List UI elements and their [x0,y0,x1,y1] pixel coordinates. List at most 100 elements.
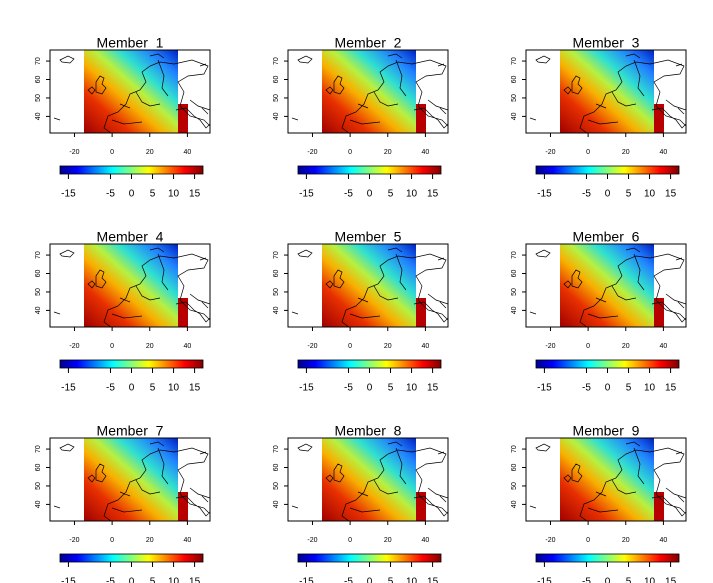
panel-title: Member_2 [335,35,402,51]
colorbar [59,165,204,175]
y-tick-label: 50 [35,94,42,102]
colorbar-label: 10 [406,189,418,200]
colorbar-label: 0 [605,189,611,200]
x-tick-label: 20 [622,537,630,544]
colorbar-label: 0 [605,383,611,394]
y-tick-label: 50 [273,482,280,490]
x-tick-label: -20 [307,149,317,156]
coastline-minor [625,441,685,503]
colorbar-label: 0 [605,577,611,583]
y-tick-label: 50 [273,288,280,296]
coastline-minor [387,247,447,309]
coastline [291,249,448,327]
colorbar-label: -5 [582,189,591,200]
field-raster [322,244,416,327]
coastline [291,55,448,133]
field-raster [560,50,654,133]
colorbar-label: 10 [406,383,418,394]
map-area [291,50,448,133]
y-tick-label: 40 [273,500,280,508]
colorbar-label: -15 [299,189,314,200]
y-tick-label: 70 [35,251,42,259]
x-tick-label: -20 [69,537,79,544]
colorbar-label: 0 [129,577,135,583]
colorbar-label: -5 [344,577,353,583]
colorbar-label: -5 [106,383,115,394]
colorbar-label: 5 [626,383,632,394]
y-tick-label: 70 [511,445,518,453]
x-tick-label: -20 [307,343,317,350]
y-tick-label: 50 [35,482,42,490]
y-tick-label: 60 [35,270,42,278]
field-raster [84,244,178,327]
colorbar-label: 0 [367,577,373,583]
colorbar-label: 10 [406,577,418,583]
y-tick-label: 60 [273,464,280,472]
field-raster [560,438,654,521]
x-tick-label: 0 [348,343,352,350]
colorbar-label: 10 [168,189,180,200]
x-tick-label: 40 [422,537,430,544]
colorbar-label: -15 [299,383,314,394]
colorbar-label: -5 [344,383,353,394]
x-tick-label: 0 [110,149,114,156]
y-tick-label: 40 [273,306,280,314]
map-frame [525,243,687,328]
colorbar [59,553,204,563]
colorbar-label: 10 [644,577,656,583]
colorbar-label: 5 [150,577,156,583]
x-tick-label: -20 [69,149,79,156]
field-raster [322,438,416,521]
colorbar-label: -15 [61,383,76,394]
y-tick-label: 40 [511,500,518,508]
y-tick-label: 50 [273,94,280,102]
coastline [53,443,210,521]
colorbar-label: -5 [344,189,353,200]
y-tick-label: 70 [511,251,518,259]
map-area [529,244,686,327]
y-tick-label: 40 [35,500,42,508]
colorbar-label: 10 [168,383,180,394]
colorbar-label: 10 [644,189,656,200]
colorbar-label: 5 [626,189,632,200]
y-tick-label: 40 [511,306,518,314]
x-tick-label: 40 [422,149,430,156]
colorbar-label: -15 [299,577,314,583]
y-tick-label: 70 [35,445,42,453]
x-tick-label: 20 [146,537,154,544]
colorbar-label: -5 [582,383,591,394]
colorbar-label: 15 [427,383,439,394]
map-frame [49,49,211,134]
panel-title: Member_4 [97,229,164,245]
panel-title: Member_6 [573,229,640,245]
map-panel: Member_1 -20 0 20 40 40 50 60 70 -15 -5 0 5 10 15 [35,35,211,200]
x-tick-label: 0 [348,537,352,544]
coastline-minor [149,441,209,503]
x-tick-label: 40 [660,149,668,156]
panel-title: Member_3 [573,35,640,51]
colorbar-label: 5 [150,383,156,394]
y-tick-label: 60 [35,76,42,84]
map-panel: Member_7 -20 0 20 40 40 50 60 70 -15 -5 0 5 10 15 [35,423,211,583]
y-tick-label: 60 [511,270,518,278]
y-tick-label: 70 [35,57,42,65]
colorbar-label: -15 [61,189,76,200]
y-tick-label: 70 [273,445,280,453]
x-tick-label: 0 [110,537,114,544]
map-frame [287,243,449,328]
colorbar [297,553,442,563]
y-tick-label: 60 [273,270,280,278]
y-tick-label: 70 [511,57,518,65]
map-area [529,438,686,521]
y-tick-label: 50 [35,288,42,296]
x-tick-label: 20 [146,343,154,350]
x-tick-label: 20 [622,149,630,156]
x-tick-label: 0 [586,343,590,350]
colorbar-label: 15 [665,383,677,394]
coastline-minor [625,247,685,309]
panel-title: Member_9 [573,423,640,439]
colorbar-label: 0 [367,383,373,394]
colorbar-label: -5 [106,577,115,583]
coastline-minor [149,53,209,115]
y-tick-label: 40 [35,306,42,314]
